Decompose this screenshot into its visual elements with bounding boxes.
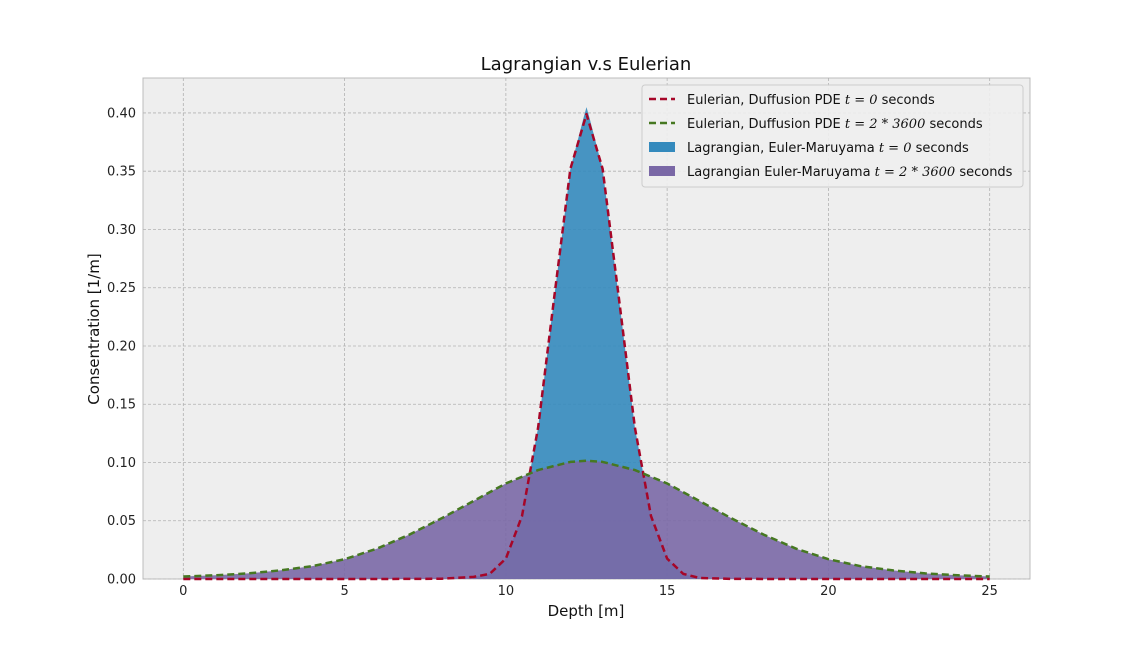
axis-ticks: 0 5 10 15 20 25 0.00 0.05 0.10 0.15 0.20 0.25 0.30 0.… bbox=[107, 106, 998, 599]
series-area-lagrangian-euler-maruyama-3 bbox=[183, 460, 990, 579]
y-tick-label: 0.20 bbox=[107, 339, 136, 354]
y-tick-label: 0.05 bbox=[107, 514, 136, 529]
legend: Eulerian, Duffusion PDE t = 0 seconds Eul… bbox=[641, 84, 1024, 188]
legend-math: t = 2 * 3600 bbox=[875, 165, 956, 180]
legend-math: t = 0 bbox=[845, 93, 878, 108]
y-tick-label: 0.30 bbox=[107, 223, 136, 238]
x-axis-label: Depth [m] bbox=[548, 602, 625, 620]
legend-math: t = 2 * 3600 bbox=[845, 117, 926, 132]
legend-label: Lagrangian Euler-Maruyama t = 2 * 3600 s… bbox=[687, 165, 1013, 180]
legend-math: t = 0 bbox=[879, 141, 912, 156]
x-tick-label: 5 bbox=[340, 584, 348, 599]
legend-label: Lagrangian, Euler-Maruyama t = 0 seconds bbox=[687, 141, 969, 156]
series-line-eulerian-duffusion-pde-1 bbox=[183, 459, 990, 578]
legend-label: Eulerian, Duffusion PDE t = 2 * 3600 sec… bbox=[687, 117, 983, 132]
chart-title: Lagrangian v.s Eulerian bbox=[481, 54, 692, 75]
y-tick-label: 0.00 bbox=[107, 573, 136, 588]
legend-label: Eulerian, Duffusion PDE t = 0 seconds bbox=[687, 93, 935, 108]
legend-box bbox=[641, 84, 1024, 188]
y-tick-label: 0.35 bbox=[107, 165, 136, 180]
x-tick-label: 0 bbox=[179, 584, 187, 599]
x-tick-label: 15 bbox=[659, 584, 676, 599]
y-tick-label: 0.40 bbox=[107, 106, 136, 121]
y-tick-label: 0.10 bbox=[107, 456, 136, 471]
legend-swatch bbox=[649, 142, 675, 152]
series-line-eulerian-duffusion-pde-0 bbox=[183, 112, 990, 581]
y-axis-label: Consentration [1/m] bbox=[85, 253, 103, 404]
series-layer bbox=[183, 107, 990, 581]
x-tick-label: 25 bbox=[981, 584, 998, 599]
y-tick-label: 0.25 bbox=[107, 281, 136, 296]
x-tick-label: 10 bbox=[498, 584, 515, 599]
series-area-lagrangian-euler-maruyama-2 bbox=[473, 107, 700, 580]
y-tick-label: 0.15 bbox=[107, 398, 136, 413]
legend-swatch bbox=[649, 166, 675, 176]
x-tick-label: 20 bbox=[820, 584, 837, 599]
